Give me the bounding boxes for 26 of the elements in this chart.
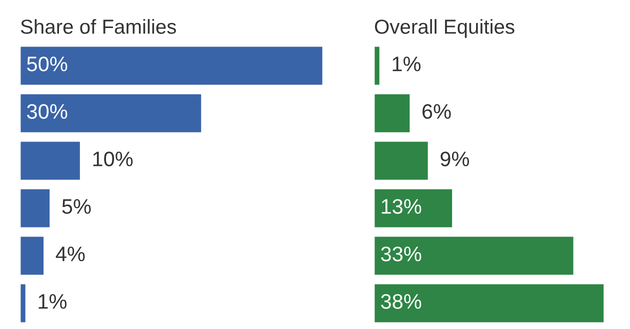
bar [374,235,575,276]
data-label: 30% [27,104,68,119]
data-label: 38% [381,294,422,309]
bar [374,188,454,229]
bar [374,45,381,86]
bar [20,235,45,276]
data-label: 5% [62,199,91,214]
data-label: 1% [38,294,67,309]
bar [20,45,323,86]
bar [374,140,430,182]
data-label: 9% [440,152,470,166]
bar [20,282,27,324]
bar [374,282,604,324]
bar [20,140,82,182]
data-label: 13% [382,199,422,214]
data-label: 4% [56,246,85,262]
data-label: 1% [392,56,421,72]
data-label: 6% [422,104,451,119]
bar [20,188,51,229]
data-label: 50% [27,56,68,72]
data-label: 10% [93,152,133,166]
chart-title: Share of Families [20,19,176,34]
data-label: 33% [381,246,422,262]
bar [20,92,202,134]
chart-title: Overall Equities [374,19,514,38]
bar [374,92,412,134]
